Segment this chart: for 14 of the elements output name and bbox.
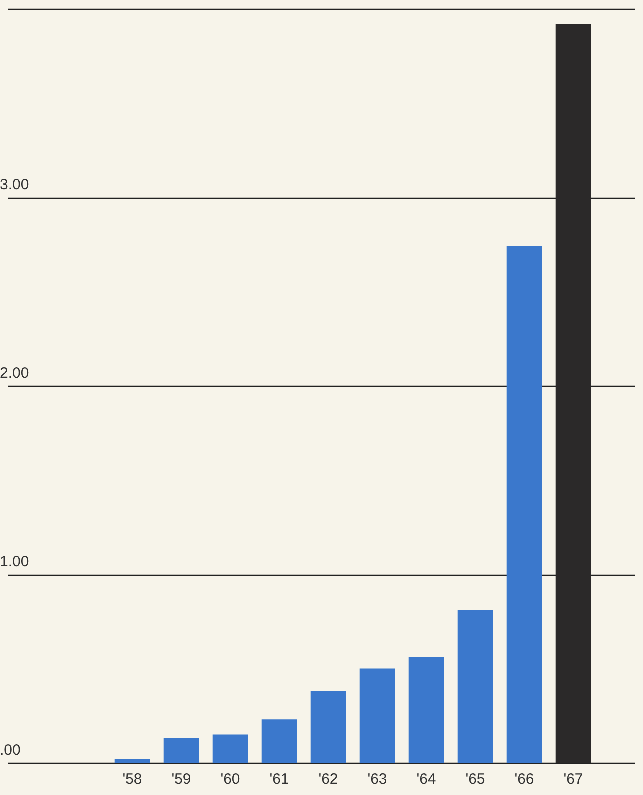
x-tick-label: '67 (564, 771, 584, 788)
x-tick-label: '60 (220, 771, 240, 788)
x-tick-label: '61 (270, 771, 290, 788)
x-tick-label: '59 (172, 771, 192, 788)
y-tick-label: 1.00 (0, 554, 30, 571)
x-tick-label: '66 (514, 771, 534, 788)
y-tick-label: 2.00 (0, 365, 30, 382)
x-tick-label: '63 (368, 771, 388, 788)
x-tick-label: '64 (416, 771, 436, 788)
x-tick-label: '62 (318, 771, 338, 788)
y-tick-label: .00 (0, 742, 21, 760)
y-tick-label: 3.00 (0, 176, 30, 194)
x-tick-label: '58 (122, 771, 142, 788)
x-tick-label: '65 (466, 771, 486, 788)
